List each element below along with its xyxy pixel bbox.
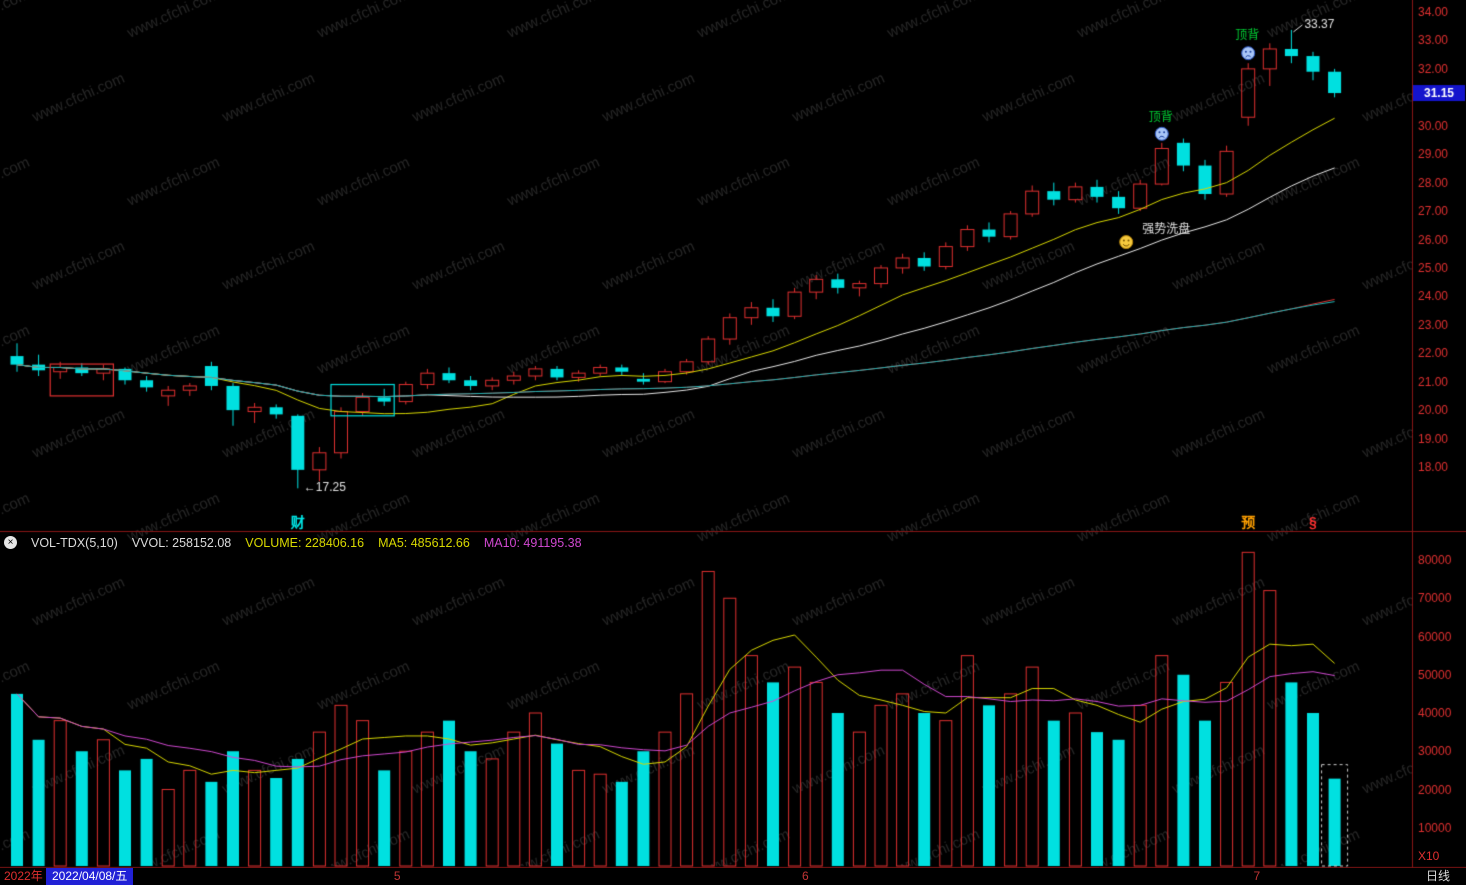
year-label: 2022年 <box>4 869 43 883</box>
month-tick: 7 <box>1253 869 1261 883</box>
date-axis-bar[interactable]: 2022年 2022/04/08/五 5 6 7 日线 <box>0 868 1466 885</box>
month-tick: 5 <box>393 869 401 883</box>
close-indicator-icon[interactable]: × <box>4 536 17 549</box>
ma10-value: MA10: 491195.38 <box>483 535 582 550</box>
volume-indicator-header: × VOL-TDX(5,10) VVOL: 258152.08 VOLUME: … <box>0 534 582 551</box>
month-tick: 6 <box>802 869 809 883</box>
ma5-value: MA5: 485612.66 <box>378 535 470 550</box>
indicator-title[interactable]: VOL-TDX(5,10) <box>31 535 118 550</box>
vvol-value: VVOL: 258152.08 <box>131 535 232 550</box>
volume-scale-label: X10 <box>1418 849 1440 863</box>
period-selector[interactable]: 日线 <box>1426 869 1451 883</box>
selected-date: 2022/04/08/五 <box>46 868 134 885</box>
volume-value: VOLUME: 228406.16 <box>245 535 365 550</box>
